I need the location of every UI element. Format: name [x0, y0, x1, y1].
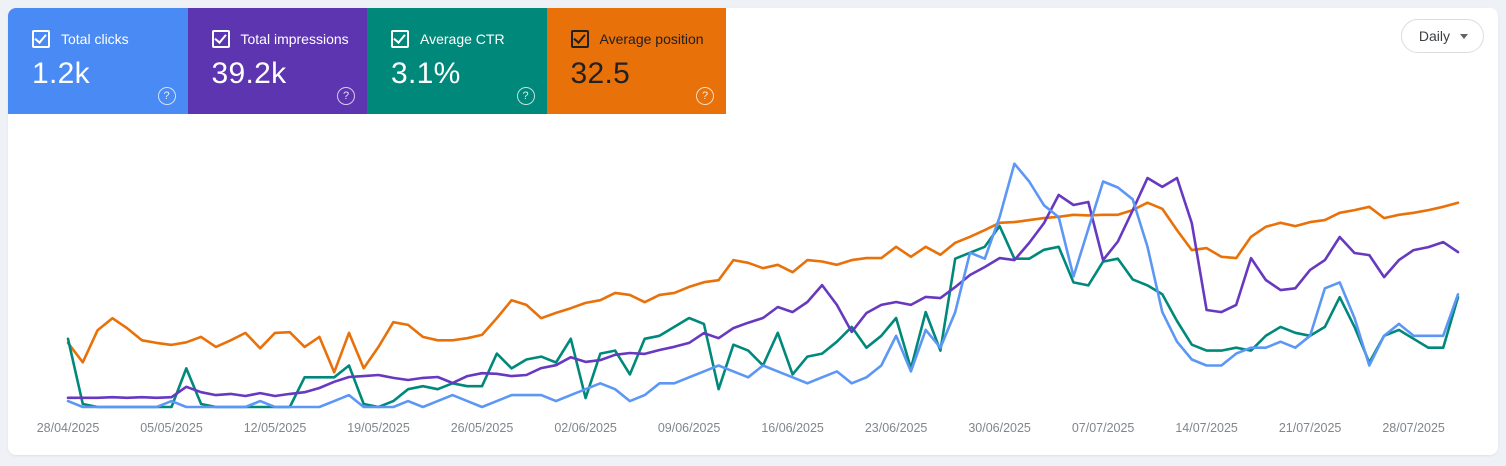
- caret-down-icon: [1460, 33, 1468, 39]
- x-axis-label: 30/06/2025: [968, 421, 1031, 435]
- x-axis-label: 21/07/2025: [1279, 421, 1342, 435]
- performance-panel: 28/04/2025 05/05/2025 12/05/2025 19/05/2025…: [8, 8, 1498, 455]
- check-mark-icon: [213, 31, 227, 44]
- check-mark-icon: [393, 31, 406, 44]
- card-header: Total impressions: [211, 30, 368, 48]
- x-axis-label: 16/06/2025: [761, 421, 824, 435]
- metric-label: Total clicks: [61, 31, 129, 47]
- x-axis-label: 12/05/2025: [244, 421, 307, 435]
- metric-label: Average position: [599, 31, 704, 47]
- performance-chart[interactable]: 28/04/2025 05/05/2025 12/05/2025 19/05/2025…: [8, 8, 1498, 455]
- checkbox-checked-icon[interactable]: [211, 30, 230, 48]
- metric-label: Average CTR: [420, 31, 505, 47]
- average-ctr-card[interactable]: Average CTR 3.1% ?: [367, 8, 547, 114]
- check-mark-icon: [34, 31, 47, 44]
- total-impressions-card[interactable]: Total impressions 39.2k ?: [187, 8, 368, 114]
- check-mark-icon: [572, 31, 586, 44]
- help-icon[interactable]: ?: [337, 87, 355, 105]
- granularity-label: Daily: [1418, 28, 1450, 44]
- metric-value: 39.2k: [211, 57, 287, 90]
- help-icon[interactable]: ?: [516, 87, 535, 105]
- metric-value: 32.5: [570, 57, 631, 90]
- metric-cards-row: Total clicks 1.2k ? Total impressions 39…: [8, 8, 726, 114]
- checkbox-checked-icon[interactable]: [570, 30, 589, 48]
- metric-label: Total impressions: [240, 31, 349, 47]
- x-axis-label: 02/06/2025: [554, 421, 617, 435]
- card-header: Average CTR: [391, 30, 547, 48]
- metric-value: 1.2k: [32, 57, 90, 90]
- metric-value: 3.1%: [391, 57, 461, 90]
- total-clicks-card[interactable]: Total clicks 1.2k ?: [8, 8, 188, 114]
- total-clicks-line: [66, 162, 1460, 409]
- granularity-dropdown[interactable]: Daily: [1400, 19, 1484, 53]
- x-axis-label: 26/05/2025: [451, 421, 514, 435]
- x-axis-label: 07/07/2025: [1072, 421, 1135, 435]
- card-header: Total clicks: [32, 30, 188, 48]
- x-axis-label: 05/05/2025: [140, 421, 203, 435]
- help-icon[interactable]: ?: [696, 87, 714, 105]
- x-axis-label: 28/04/2025: [37, 421, 100, 435]
- card-header: Average position: [570, 30, 727, 48]
- x-axis-label: 19/05/2025: [347, 421, 410, 435]
- x-axis-label: 14/07/2025: [1175, 421, 1238, 435]
- total-impressions-line: [66, 176, 1460, 400]
- x-axis-label: 09/06/2025: [658, 421, 721, 435]
- checkbox-checked-icon[interactable]: [391, 30, 409, 48]
- x-axis-label: 23/06/2025: [865, 421, 928, 435]
- average-position-line: [66, 201, 1460, 374]
- average-position-card[interactable]: Average position 32.5 ?: [546, 8, 727, 114]
- x-axis-label: 28/07/2025: [1382, 421, 1445, 435]
- checkbox-checked-icon[interactable]: [32, 30, 50, 48]
- help-icon[interactable]: ?: [157, 87, 176, 105]
